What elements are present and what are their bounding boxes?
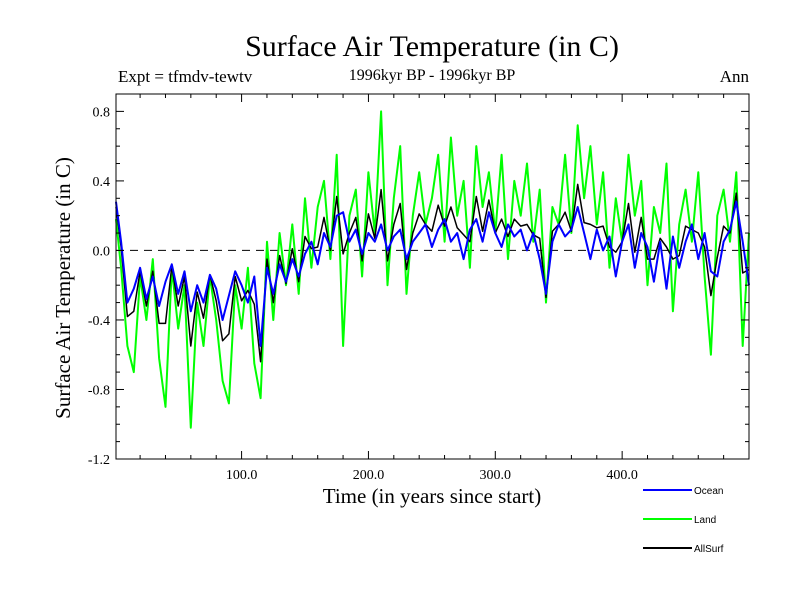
series-line-allsurf: [115, 183, 750, 363]
x-tick-label: 100.0: [226, 468, 258, 483]
season-label: Ann: [720, 67, 750, 86]
y-axis-label: Surface Air Temperature (in C): [51, 157, 75, 419]
legend: Ocean Land AllSurf: [643, 486, 724, 555]
y-tick-label: 0.4: [93, 175, 111, 190]
plot-frame: [115, 93, 750, 460]
y-tick-label: -0.4: [88, 314, 110, 329]
chart-subtitle: 1996kyr BP - 1996kyr BP: [349, 67, 516, 84]
legend-label-land: Land: [694, 515, 716, 526]
x-tick-label: 200.0: [353, 468, 385, 483]
series-line-ocean: [115, 200, 750, 347]
x-tick-label: 400.0: [606, 468, 638, 483]
ticks-layer: -1.2 -0.8 -0.4 0.0 0.4 0.8 100.0 200.0 300.0 400.…: [88, 94, 749, 483]
chart-title: Surface Air Temperature (in C): [245, 30, 619, 63]
legend-label-allsurf: AllSurf: [694, 544, 724, 555]
series-layer: [115, 110, 750, 429]
y-tick-label: 0.8: [93, 105, 111, 120]
y-tick-label: -1.2: [88, 453, 110, 468]
x-tick-label: 300.0: [480, 468, 512, 483]
y-tick-label: 0.0: [93, 244, 111, 259]
x-axis-label: Time (in years since start): [323, 484, 542, 508]
experiment-label: Expt = tfmdv-tewtv: [118, 67, 253, 86]
series-line-land: [115, 110, 750, 429]
legend-label-ocean: Ocean: [694, 486, 723, 497]
y-tick-label: -0.8: [88, 383, 110, 398]
plot-area: -1.2 -0.8 -0.4 0.0 0.4 0.8 100.0 200.0 300.0 400.…: [88, 93, 750, 483]
